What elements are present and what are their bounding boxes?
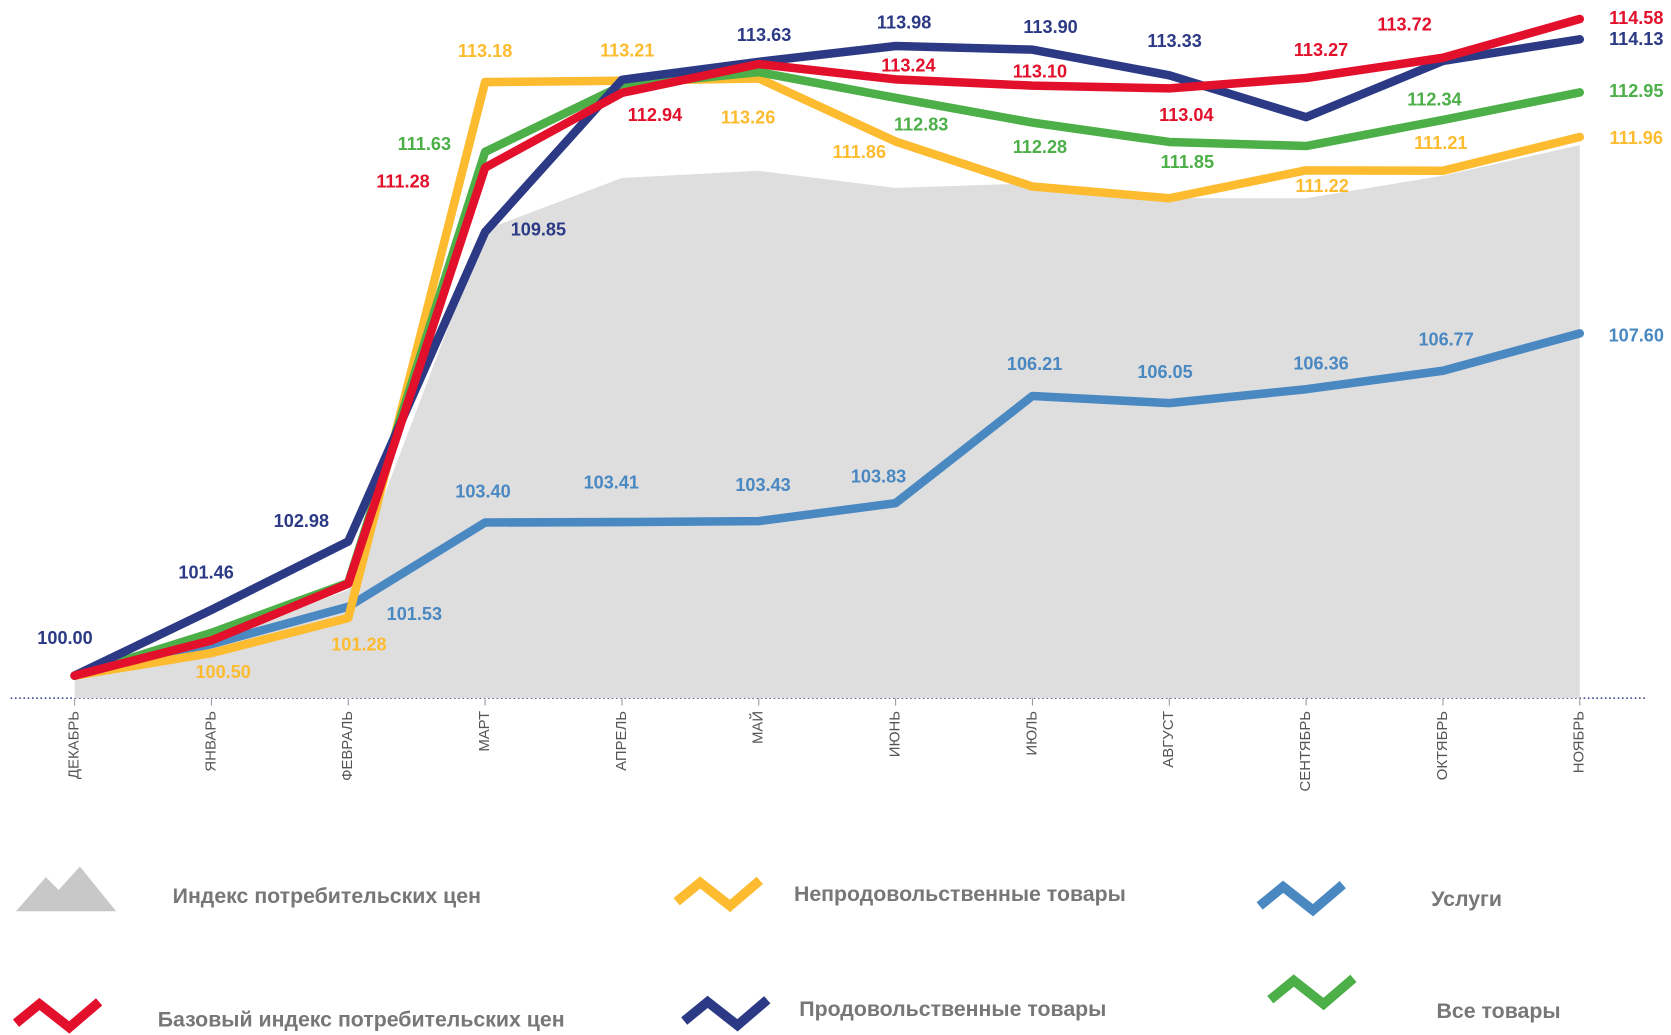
value-label: 101.28 — [331, 634, 386, 654]
x-tick-label: ОКТЯБРЬ — [1435, 711, 1451, 781]
legend-label: Непродовольственные товары — [794, 882, 1126, 906]
x-tick-label: НОЯБРЬ — [1572, 711, 1588, 774]
value-label: 103.40 — [455, 481, 510, 501]
value-label: 112.83 — [894, 114, 948, 134]
value-label: 113.98 — [877, 12, 931, 32]
legend-label: Базовый индекс потребительских цен — [158, 1008, 565, 1032]
x-tick-label: АПРЕЛЬ — [614, 711, 630, 771]
value-label: 113.26 — [721, 108, 775, 128]
x-tick-label: ИЮЛЬ — [1024, 711, 1040, 756]
x-tick-label: ИЮНЬ — [888, 711, 904, 758]
x-tick-label: ЯНВАРЬ — [203, 711, 219, 772]
legend-label: Продовольственные товары — [799, 997, 1106, 1021]
value-label: 112.28 — [1013, 137, 1067, 157]
legend-icon — [1267, 974, 1357, 1011]
series-line — [70, 329, 1585, 680]
legend-label: Услуги — [1431, 887, 1502, 911]
x-tick-label: МАРТ — [477, 711, 493, 752]
value-label: 113.24 — [881, 55, 935, 75]
value-label: 113.63 — [737, 25, 791, 45]
series-line — [70, 74, 1585, 680]
legend-icon — [681, 995, 771, 1032]
x-tick-label: ДЕКАБРЬ — [67, 711, 83, 779]
value-label: 111.86 — [833, 142, 886, 162]
legend-icon — [1256, 880, 1346, 917]
x-tick-label: ФЕВРАЛЬ — [340, 711, 356, 781]
value-label: 109.85 — [511, 220, 566, 240]
value-label: 113.18 — [458, 41, 512, 61]
value-label: 111.63 — [398, 134, 451, 154]
value-label: 103.43 — [735, 475, 790, 495]
value-label: 103.83 — [851, 466, 906, 486]
value-label: 103.41 — [584, 472, 639, 492]
series-line — [70, 14, 1585, 680]
value-label: 111.85 — [1161, 152, 1214, 172]
value-label: 113.04 — [1159, 105, 1213, 125]
value-label: 113.72 — [1377, 15, 1431, 35]
value-label: 111.96 — [1610, 128, 1663, 148]
value-label: 112.95 — [1609, 81, 1663, 101]
value-label: 102.98 — [274, 511, 329, 531]
value-label: 101.46 — [178, 562, 233, 582]
value-label: 111.21 — [1414, 133, 1467, 153]
value-label: 106.77 — [1418, 330, 1473, 350]
value-label: 112.34 — [1407, 89, 1461, 109]
legend-label: Все товары — [1437, 999, 1561, 1023]
value-label: 106.36 — [1293, 353, 1348, 373]
value-label: 100.00 — [37, 628, 92, 648]
value-label: 114.13 — [1609, 29, 1663, 49]
value-label: 113.21 — [600, 41, 654, 61]
value-label: 111.22 — [1295, 176, 1348, 196]
x-tick-label: АВГУСТ — [1161, 711, 1177, 768]
series-line — [70, 35, 1585, 680]
x-tick-label: МАЙ — [749, 711, 767, 744]
value-label: 114.58 — [1609, 8, 1663, 28]
cpi-area — [74, 145, 1580, 699]
value-label: 112.94 — [628, 105, 682, 125]
legend-icon — [12, 997, 103, 1034]
legend-icon — [673, 876, 763, 913]
legend-label: Индекс потребительских цен — [173, 884, 481, 908]
value-label: 106.21 — [1007, 354, 1062, 374]
value-label: 107.60 — [1609, 325, 1664, 345]
value-label: 113.90 — [1023, 17, 1077, 37]
value-label: 111.28 — [376, 171, 429, 191]
value-label: 101.53 — [387, 604, 442, 624]
value-label: 106.05 — [1137, 362, 1192, 382]
legend-icon — [15, 866, 117, 912]
value-label: 113.33 — [1147, 31, 1201, 51]
value-label: 100.50 — [195, 662, 250, 682]
x-tick-label: СЕНТЯБРЬ — [1298, 711, 1314, 792]
value-label: 113.10 — [1013, 62, 1067, 82]
value-label: 113.27 — [1294, 40, 1348, 60]
